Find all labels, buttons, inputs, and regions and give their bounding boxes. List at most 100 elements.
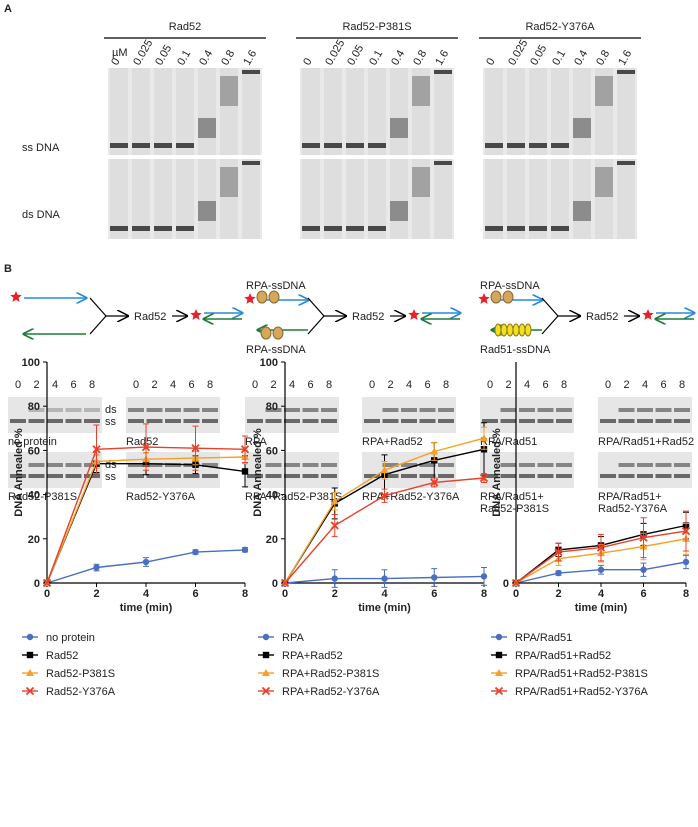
data-point: [597, 566, 605, 573]
gel-lane: [154, 68, 172, 155]
gel-band: [165, 419, 181, 423]
gel-band: [482, 419, 498, 423]
gel-band: [655, 474, 672, 478]
y-axis-title: DNA Annealed %: [252, 428, 264, 517]
gel: [126, 397, 220, 433]
gel-band: [220, 167, 238, 197]
time-label: 0: [605, 379, 611, 391]
data-point: [480, 434, 488, 442]
gel-band: [401, 474, 417, 478]
time-label: 6: [424, 379, 430, 391]
gel-label: RPA/Rad51: [480, 436, 537, 448]
concentration-label: 0.05: [345, 43, 366, 68]
gel-band: [618, 419, 635, 423]
legend-marker: [26, 633, 34, 641]
data-point: [640, 566, 647, 573]
legend-label: RPA+Rad52: [282, 650, 343, 662]
gel-band: [556, 463, 572, 467]
legend-label: no protein: [46, 632, 95, 644]
unit-label: µM: [112, 47, 128, 59]
y-tick-label: 20: [28, 534, 40, 546]
gel-band: [537, 474, 554, 478]
gel-lane: [198, 159, 216, 239]
gel-band: [519, 474, 535, 478]
y-tick-label: 60: [266, 445, 278, 457]
gel-band: [10, 419, 26, 423]
gel-band: [382, 408, 399, 412]
legend-marker: [262, 633, 270, 641]
data-point: [639, 533, 648, 542]
time-label: 0: [133, 379, 139, 391]
concentration-label: 0: [301, 56, 314, 67]
gel-lane: [242, 159, 260, 239]
x-tick-label: 6: [192, 588, 198, 600]
data-point: [555, 569, 562, 577]
gel-band: [321, 463, 337, 467]
time-label: 0: [369, 379, 375, 391]
y-tick-label: 80: [28, 401, 40, 413]
gel-label: RPA+Rad52-Y376A: [362, 491, 460, 503]
x-tick-label: 8: [242, 588, 248, 600]
y-tick-label: 0: [34, 578, 40, 590]
y-tick-label: 40: [28, 490, 40, 502]
gel-band: [529, 143, 547, 148]
gel-band: [655, 463, 672, 467]
gel-lane: [573, 68, 591, 155]
gel-band: [28, 474, 45, 478]
gel-band: [382, 463, 399, 467]
gel-band: [507, 143, 525, 148]
time-label: 2: [151, 379, 157, 391]
time-label: 8: [207, 379, 213, 391]
gel-band: [500, 463, 517, 467]
line: [307, 315, 325, 335]
rpa-bead: [256, 290, 268, 304]
legend-label: RPA/Rad51+Rad52-P381S: [515, 668, 648, 680]
gel-band: [183, 408, 200, 412]
gel-band: [556, 408, 572, 412]
gel-band: [302, 419, 319, 423]
gel-label: RPA/Rad51+Rad52: [598, 436, 694, 448]
x-tick-label: 2: [332, 588, 338, 600]
gel-band: [84, 408, 100, 412]
data-point: [331, 575, 338, 582]
gel-band: [132, 143, 150, 148]
gel-band: [265, 463, 282, 467]
gel-label: RPA+Rad52-P381S: [245, 491, 342, 503]
gel-lane: [346, 68, 364, 155]
gel-band: [674, 474, 690, 478]
gel-band: [284, 463, 300, 467]
gel-band: [65, 474, 82, 478]
band-label: ds: [105, 459, 117, 471]
data-point: [431, 574, 438, 581]
concentration-label: 0: [484, 56, 497, 67]
gel-band: [537, 419, 554, 423]
band-label: ds: [105, 404, 117, 416]
data-point: [479, 473, 489, 483]
gel-band: [382, 419, 399, 423]
gel-lane: [176, 68, 194, 155]
gel-band: [265, 474, 282, 478]
legend-marker: [26, 669, 34, 676]
gel-band: [198, 201, 216, 221]
gel-band: [198, 118, 216, 138]
gel-band: [265, 419, 282, 423]
concentration-label: 1.6: [433, 48, 451, 67]
y-axis-title: DNA Annealed %: [491, 428, 503, 517]
gel-label: RPA: [245, 436, 267, 448]
gel-band: [110, 143, 128, 148]
gel-label: RPA+Rad52: [362, 436, 423, 448]
time-label: 4: [289, 379, 295, 391]
gel-band: [419, 463, 436, 467]
protein-label: Rad52: [586, 311, 618, 323]
x-tick-label: 0: [44, 588, 50, 600]
gel-lane: [485, 159, 503, 239]
gel-lane: [390, 159, 408, 239]
gel-band: [284, 408, 300, 412]
gel-band: [637, 463, 653, 467]
gel-lane: [242, 68, 260, 155]
gel-band: [284, 474, 300, 478]
gel-band: [595, 167, 613, 197]
gel-band: [637, 474, 653, 478]
concentration-label: 0.05: [153, 43, 174, 68]
